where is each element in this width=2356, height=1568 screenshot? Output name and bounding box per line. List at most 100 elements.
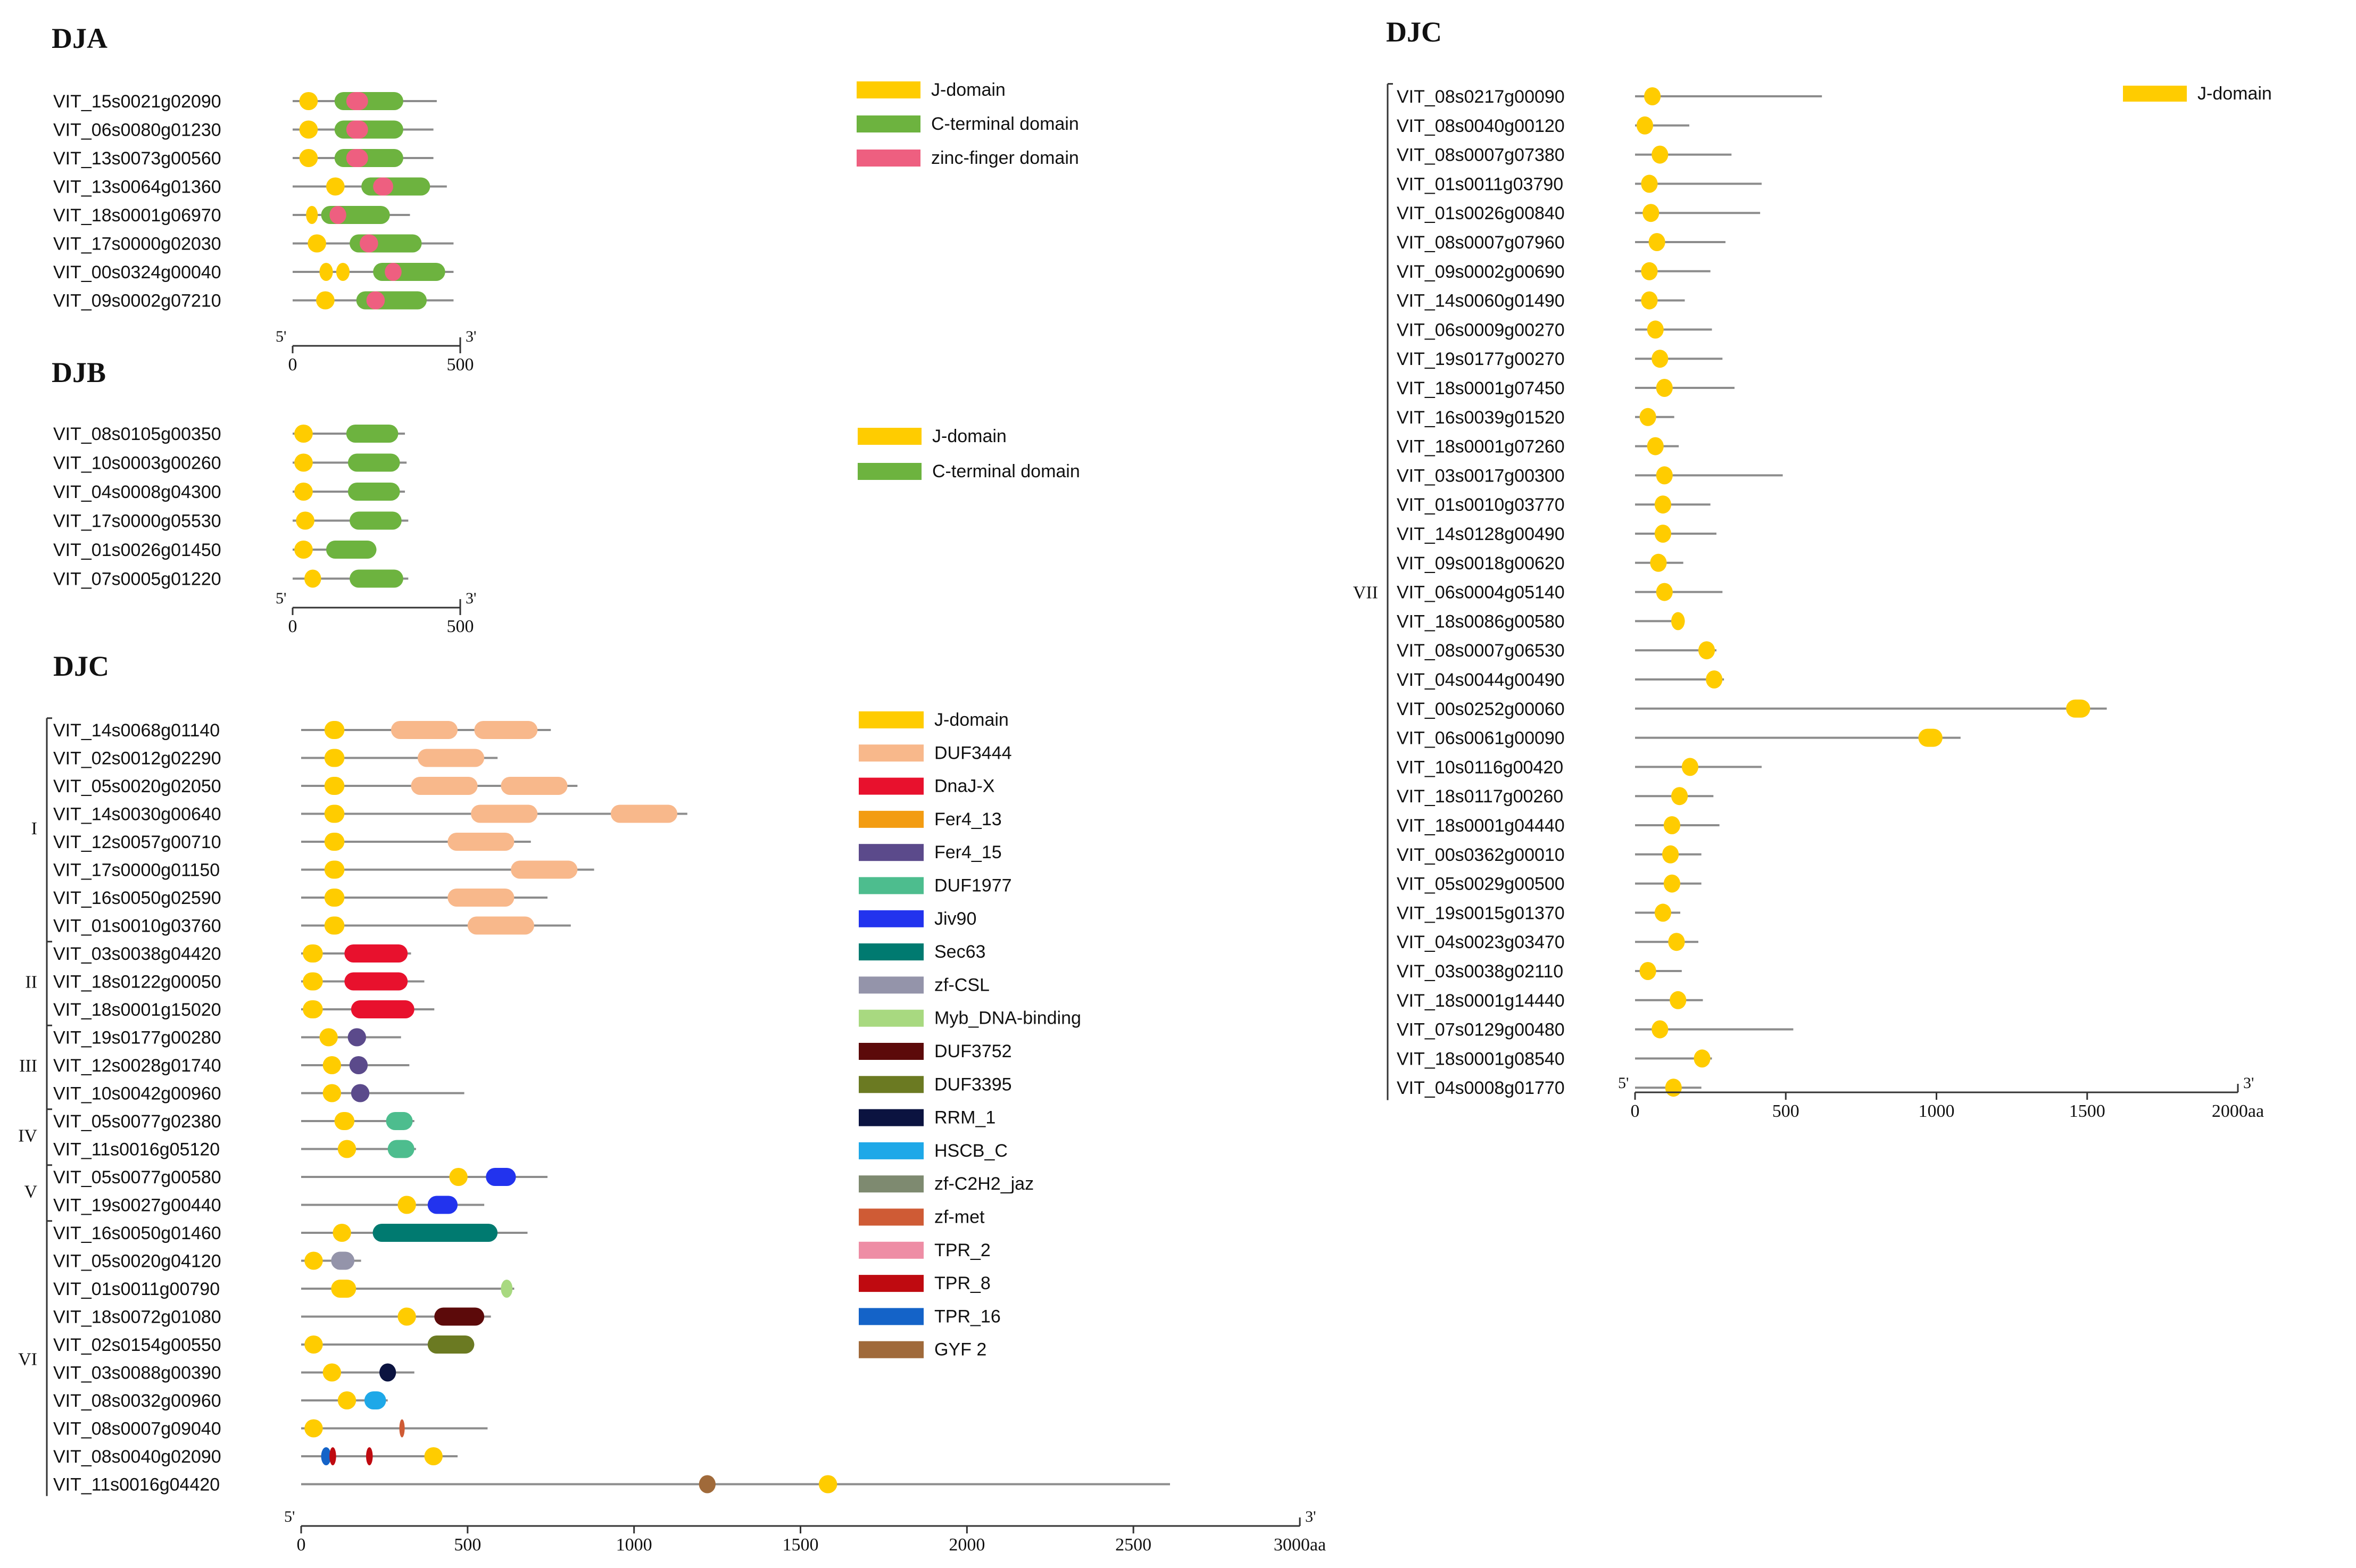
gene-name: VIT_10s0042g00960 (53, 1084, 221, 1104)
gene-row: VIT_03s0017g00300 (1397, 466, 1783, 486)
domain-dnaj-x (351, 1000, 414, 1018)
domain-duf3444 (411, 777, 478, 795)
domain-j-domain (324, 777, 345, 795)
domain-dnaj-x (344, 972, 408, 991)
domain-j-domain (397, 1196, 416, 1214)
legend-label: J-domain (934, 710, 1009, 730)
domain-j-domain (1644, 87, 1661, 105)
legend: J-domain DUF3444 DnaJ-X Fer4_13 Fer4_15 DUF19… (859, 710, 1081, 1360)
domain-duf3444 (471, 804, 538, 823)
gene-row: VIT_09s0002g00690 (1397, 262, 1711, 282)
domain-j-domain (324, 889, 345, 907)
gene-name: VIT_08s0105g00350 (53, 424, 221, 444)
gene-row: VIT_04s0008g01770 (1397, 1078, 1702, 1098)
gene-name: VIT_00s0362g00010 (1397, 845, 1565, 865)
domain-rrm-1 (379, 1363, 396, 1382)
gene-name: VIT_03s0038g02110 (1397, 961, 1563, 982)
domain-duf3444 (501, 777, 568, 795)
gene-row: VIT_06s0061g00090 (1397, 728, 1961, 749)
legend-label: TPR_16 (934, 1306, 1001, 1326)
gene-row: VIT_05s0020g04120 (53, 1251, 361, 1272)
gene-row: VIT_03s0038g02110 (1397, 961, 1682, 982)
domain-j-domain (319, 1028, 338, 1047)
domain-duf1977 (386, 1112, 413, 1130)
domain-c-terminal-domain (373, 263, 445, 281)
domain-j-domain (1641, 262, 1658, 280)
legend-label: DUF3752 (934, 1041, 1012, 1061)
legend-swatch (857, 115, 920, 132)
domain-j-domain (334, 1112, 355, 1130)
domain-zinc-finger-domain (360, 234, 378, 253)
gene-row: VIT_08s0007g07380 (1397, 145, 1732, 165)
domain-j-domain (1918, 728, 1943, 747)
gene-name: VIT_17s0000g05530 (53, 511, 221, 532)
axis-end-label: 3000aa (1274, 1535, 1326, 1555)
gene-name: VIT_00s0324g00040 (53, 262, 221, 283)
domain-duf1977 (387, 1140, 414, 1158)
domain-j-domain (306, 206, 318, 224)
gene-row: VIT_14s0128g00490 (1397, 524, 1716, 544)
domain-tpr-8 (366, 1447, 373, 1465)
domain-j-domain (1636, 116, 1653, 135)
gene-name: VIT_18s0072g01080 (53, 1307, 221, 1328)
gene-row: VIT_00s0362g00010 (1397, 845, 1702, 865)
gene-name: VIT_18s0001g07260 (1397, 437, 1565, 457)
domain-j-domain (1706, 670, 1723, 688)
legend-swatch (857, 81, 920, 98)
gene-row: VIT_08s0007g06530 (1397, 641, 1716, 661)
domain-j-domain (299, 149, 318, 167)
domain-j-domain (324, 804, 345, 823)
gene-row: VIT_12s0057g00710 (53, 832, 531, 852)
gene-name: VIT_11s0016g05120 (53, 1140, 220, 1160)
gene-row: VIT_18s0001g14440 (1397, 991, 1703, 1011)
gene-name: VIT_18s0001g14440 (1397, 991, 1565, 1011)
domain-j-domain (1662, 845, 1679, 864)
gene-row: VIT_08s0105g00350 (53, 424, 405, 444)
gene-name: VIT_14s0060g01490 (1397, 291, 1565, 311)
legend-label: RRM_1 (934, 1108, 996, 1128)
legend-swatch (859, 744, 924, 762)
gene-row: VIT_05s0020g02050 (53, 776, 578, 797)
gene-name: VIT_01s0011g03790 (1397, 174, 1563, 194)
gene-name: VIT_01s0026g00840 (1397, 203, 1565, 223)
domain-duf3444 (610, 804, 678, 823)
domain-j-domain (1647, 320, 1664, 339)
axis-tick-label: 2000 (949, 1535, 985, 1555)
domain-duf3444 (417, 749, 485, 767)
group-label: VII (1353, 583, 1378, 603)
legend-swatch (859, 1109, 924, 1126)
legend-label: Jiv90 (934, 909, 976, 929)
gene-name: VIT_18s0122g00050 (53, 972, 221, 992)
group-label: II (25, 973, 37, 992)
legend-label: Sec63 (934, 942, 985, 962)
gene-row: VIT_05s0077g02380 (53, 1111, 414, 1132)
domain-j-domain (424, 1447, 443, 1465)
legend-label: DUF1977 (934, 876, 1012, 896)
domain-c-terminal-domain (334, 120, 403, 139)
domain-j-domain (299, 92, 318, 110)
gene-row: VIT_13s0064g01360 (53, 177, 447, 197)
gene-name: VIT_03s0038g04420 (53, 944, 221, 964)
gene-row: VIT_13s0073g00560 (53, 148, 434, 169)
domain-j-domain (326, 177, 345, 196)
gene-name: VIT_16s0039g01520 (1397, 408, 1565, 428)
legend-label: GYF 2 (934, 1340, 986, 1360)
domain-j-domain (294, 453, 313, 472)
domain-j-domain (1671, 612, 1685, 630)
domain-j-domain (324, 721, 345, 739)
gene-row: VIT_05s0077g00580 (53, 1167, 547, 1188)
gene-row: VIT_11s0016g05120 (53, 1140, 416, 1160)
domain-j-domain (1670, 991, 1687, 1009)
legend-label: J-domain (931, 80, 1006, 100)
axis-tick-label: 0 (1631, 1101, 1640, 1121)
domain-duf3395 (427, 1335, 475, 1354)
axis-5prime-label: 5' (284, 1508, 295, 1525)
gene-row: VIT_12s0028g01740 (53, 1056, 410, 1076)
gene-name: VIT_16s0050g01460 (53, 1223, 221, 1243)
domain-j-domain (1648, 233, 1665, 251)
axis-tick-label: 0 (297, 1535, 306, 1555)
panel-djc-left: DJCVIT_14s0068g01140VIT_02s0012g02290VIT… (18, 650, 1326, 1555)
gene-row: VIT_19s0015g01370 (1397, 903, 1680, 923)
gene-name: VIT_13s0064g01360 (53, 177, 221, 197)
gene-row: VIT_07s0129g00480 (1397, 1020, 1794, 1040)
